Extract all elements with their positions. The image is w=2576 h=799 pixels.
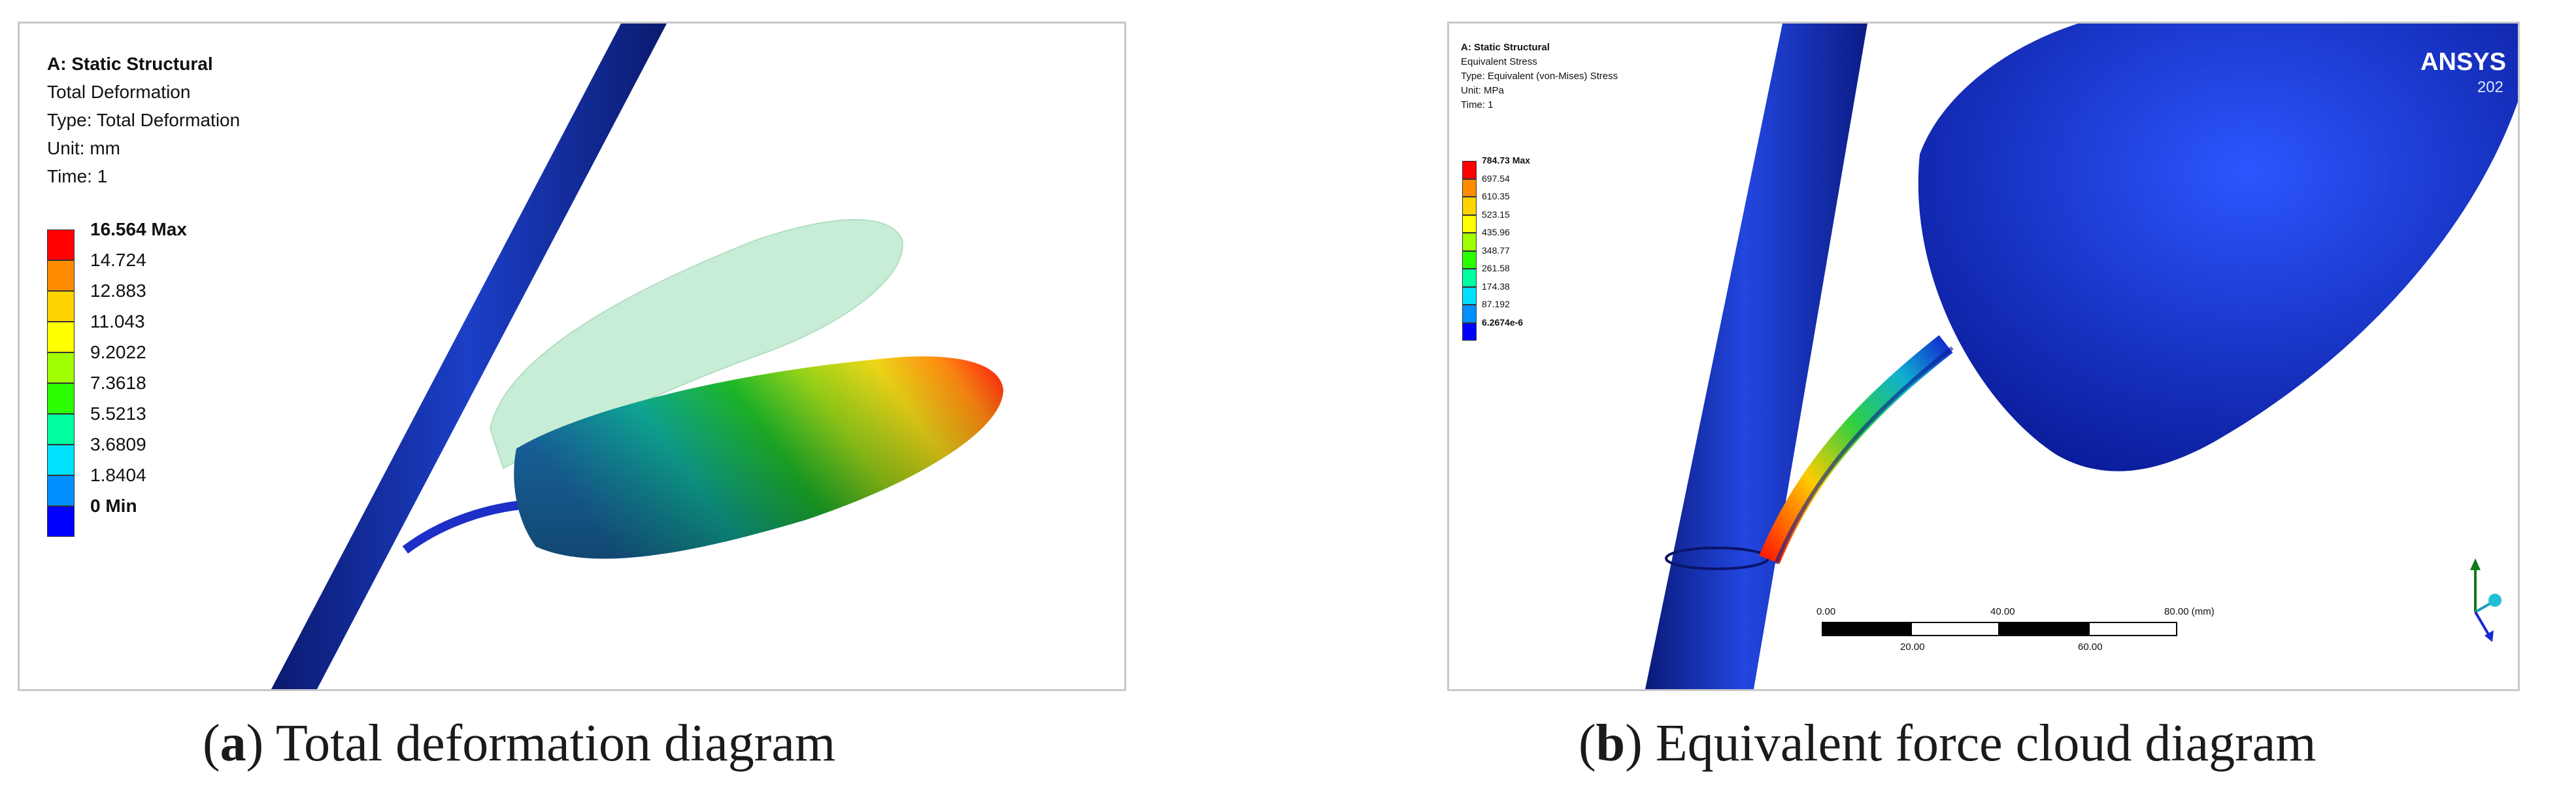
scale-label: 80.00 (mm)	[2164, 606, 2215, 617]
legend-swatch	[1462, 197, 1477, 215]
legend-swatch	[47, 260, 75, 291]
ansys-version: 202	[2477, 78, 2503, 96]
axis-triad	[2470, 558, 2501, 642]
caption-open: (	[203, 715, 220, 772]
legend-label: 11.043	[90, 311, 145, 332]
legend-label: 3.6809	[90, 434, 146, 454]
caption-open: (	[1579, 715, 1596, 772]
caption-text: ) Total deformation diagram	[246, 715, 836, 772]
ansys-logo: ANSYS	[2420, 48, 2506, 76]
legend-swatch	[47, 506, 75, 537]
header-line: Unit: mm	[47, 138, 120, 158]
legend-swatch	[47, 230, 75, 260]
legend-swatch	[47, 445, 75, 475]
legend-swatch	[1462, 233, 1477, 251]
legend-label: 5.5213	[90, 403, 146, 424]
petiole-stress	[1759, 335, 1953, 564]
scale-label: 20.00	[1900, 641, 1925, 653]
header-line: Equivalent Stress	[1461, 56, 1537, 67]
support-pole	[271, 24, 667, 689]
caption-a: (a) Total deformation diagram	[203, 714, 835, 774]
legend-swatch	[47, 383, 75, 414]
legend-label: 12.883	[90, 280, 146, 301]
scale-label: 60.00	[2078, 641, 2103, 653]
legend-swatch	[1462, 286, 1477, 305]
petiole-stem	[402, 500, 530, 554]
caption-letter: b	[1596, 715, 1626, 772]
legend-swatch	[47, 475, 75, 506]
legend-label: 87.192	[1482, 299, 1510, 309]
legend-swatch	[1462, 178, 1477, 197]
legend-swatch	[47, 414, 75, 445]
header-line: Time: 1	[47, 166, 108, 186]
header-line: A: Static Structural	[47, 54, 213, 74]
header-line: Type: Equivalent (von-Mises) Stress	[1461, 71, 1618, 82]
legend-swatch	[1462, 250, 1477, 269]
legend-label: 174.38	[1482, 280, 1510, 292]
result-header: A: Static Structural Total Deformation T…	[47, 50, 240, 190]
panel-total-deformation: A: Static Structural Total Deformation T…	[18, 22, 1126, 691]
legend-label: 348.77	[1482, 245, 1510, 256]
legend-label: 9.2022	[90, 342, 146, 362]
deformation-scene	[271, 24, 1003, 689]
legend-swatch	[47, 291, 75, 322]
legend-label: 7.3618	[90, 373, 146, 393]
legend-label: 1.8404	[90, 465, 146, 485]
legend-label: 523.15	[1482, 209, 1510, 220]
panel-equivalent-stress: ANSYS 202 A: Static Structural Equivalen…	[1447, 22, 2520, 691]
header-line: A: Static Structural	[1461, 42, 1550, 53]
legend-label: 784.73 Max	[1482, 155, 1530, 165]
legend-swatch	[1462, 269, 1477, 287]
header-line: Unit: MPa	[1461, 85, 1504, 96]
header-line: Time: 1	[1461, 99, 1494, 110]
legend-swatch	[1462, 322, 1477, 341]
header-line: Type: Total Deformation	[47, 110, 241, 130]
stress-scene	[1645, 24, 2518, 689]
legend-label: 16.564 Max	[90, 219, 187, 239]
caption-letter: a	[220, 715, 246, 772]
result-header: A: Static Structural Equivalent Stress T…	[1461, 41, 1618, 112]
header-line: Total Deformation	[47, 82, 191, 102]
legend-label: 6.2674e-6	[1482, 316, 1524, 328]
legend-swatch	[47, 352, 75, 383]
legend-label: 435.96	[1482, 227, 1510, 237]
legend-swatch	[1462, 161, 1477, 179]
support-pole	[1645, 24, 1867, 689]
scale-label: 0.00	[1816, 606, 1836, 617]
caption-b: (b) Equivalent force cloud diagram	[1579, 714, 2316, 774]
legend-label: 0 Min	[90, 496, 137, 516]
legend-label: 697.54	[1482, 173, 1510, 184]
legend-swatch	[1462, 305, 1477, 323]
legend-swatch	[1462, 214, 1477, 233]
legend-label: 610.35	[1482, 191, 1510, 201]
legend-label: 14.724	[90, 250, 146, 270]
legend-label: 261.58	[1482, 263, 1510, 273]
legend-swatch	[47, 322, 75, 352]
scale-label: 40.00	[1990, 606, 2015, 617]
leaf-body	[1918, 24, 2518, 471]
caption-text: ) Equivalent force cloud diagram	[1625, 715, 2317, 772]
